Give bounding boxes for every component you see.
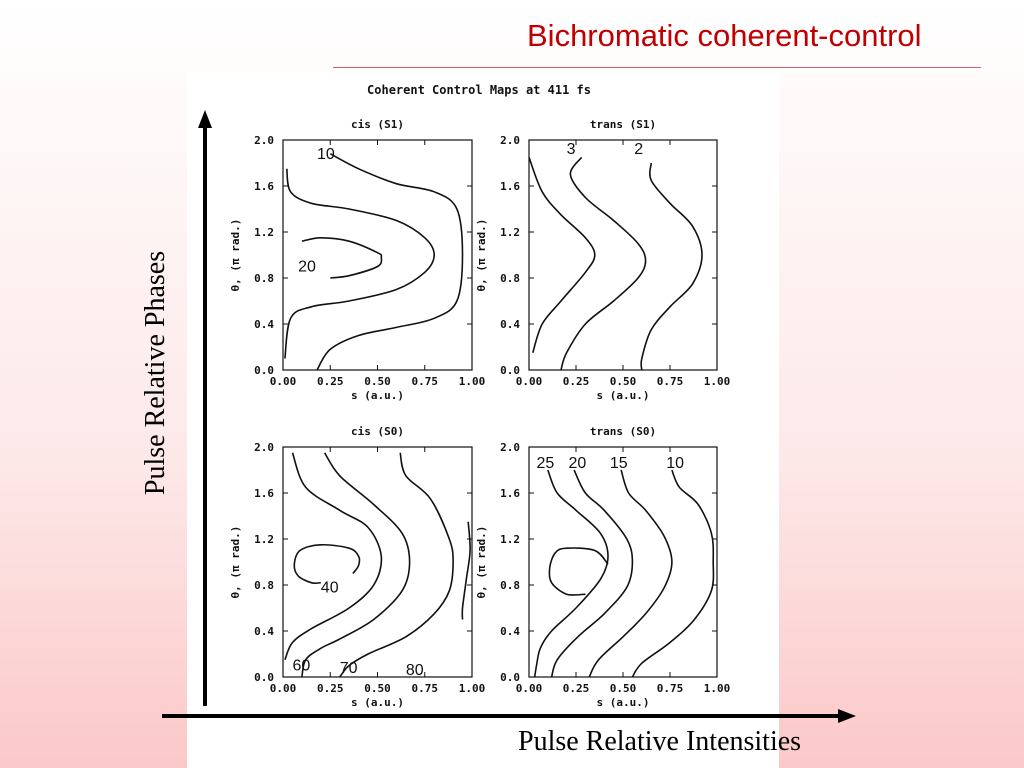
y-tick-label: 1.6 bbox=[254, 487, 274, 500]
x-tick-label: 0.75 bbox=[412, 375, 439, 388]
contour-line bbox=[588, 469, 673, 677]
contour-line bbox=[316, 153, 464, 370]
contour-line bbox=[560, 156, 647, 370]
y-axis-label: θ, (π rad.) bbox=[475, 219, 488, 292]
contour-line bbox=[548, 547, 609, 596]
contour-line bbox=[640, 162, 703, 370]
y-axis-caption: Pulse Relative Phases bbox=[140, 250, 171, 496]
contour-line bbox=[284, 168, 436, 359]
contour-level-label: 2 bbox=[634, 141, 643, 158]
y-tick-label: 0.8 bbox=[254, 579, 274, 592]
x-tick-label: 0.50 bbox=[610, 682, 637, 695]
contour-line bbox=[533, 469, 609, 677]
x-tick-label: 0.75 bbox=[657, 375, 684, 388]
slide-title: Bichromatic coherent-control bbox=[527, 18, 922, 53]
panel-title: cis (S0) bbox=[351, 425, 404, 438]
y-tick-label: 1.2 bbox=[254, 226, 274, 239]
x-tick-label: 0.75 bbox=[412, 682, 439, 695]
x-tick-label: 0.00 bbox=[516, 682, 543, 695]
x-tick-label: 1.00 bbox=[459, 682, 486, 695]
y-tick-label: 0.8 bbox=[500, 579, 520, 592]
x-tick-label: 0.25 bbox=[563, 375, 590, 388]
x-tick-label: 1.00 bbox=[704, 682, 731, 695]
title-divider bbox=[333, 67, 981, 68]
x-tick-label: 0.25 bbox=[563, 682, 590, 695]
x-tick-label: 0.00 bbox=[270, 682, 297, 695]
x-tick-label: 0.25 bbox=[317, 682, 344, 695]
y-tick-label: 0.4 bbox=[500, 318, 520, 331]
contour-level-label: 20 bbox=[298, 259, 316, 276]
x-tick-label: 1.00 bbox=[459, 375, 486, 388]
x-tick-label: 1.00 bbox=[704, 375, 731, 388]
x-axis-label: s (a.u.) bbox=[597, 696, 650, 709]
contour-line bbox=[301, 452, 411, 677]
y-axis-label: θ, (π rad.) bbox=[229, 526, 242, 599]
contour-figure: Coherent Control Maps at 411 fs cis (S1)… bbox=[229, 83, 730, 709]
x-axis-arrowhead-icon bbox=[838, 709, 856, 723]
contour-panel-2: trans (S1) 0.00 0.25 0.50 0.75 1.00 0.0 0.4 0.8 1… bbox=[475, 118, 730, 402]
y-tick-label: 0.0 bbox=[254, 671, 274, 684]
contour-level-label: 60 bbox=[292, 658, 310, 675]
y-tick-label: 2.0 bbox=[254, 441, 274, 454]
contour-level-label: 10 bbox=[666, 455, 684, 472]
x-axis-label: s (a.u.) bbox=[597, 389, 650, 402]
y-tick-label: 1.2 bbox=[254, 533, 274, 546]
y-tick-label: 1.6 bbox=[254, 180, 274, 193]
panel-title: trans (S0) bbox=[590, 425, 656, 438]
x-tick-label: 0.25 bbox=[317, 375, 344, 388]
y-tick-label: 0.0 bbox=[500, 671, 520, 684]
contour-line bbox=[293, 543, 361, 584]
contour-level-label: 10 bbox=[317, 146, 335, 163]
contour-level-label: 70 bbox=[340, 660, 358, 677]
y-axis-label: θ, (π rad.) bbox=[229, 219, 242, 292]
y-tick-label: 0.4 bbox=[254, 625, 274, 638]
y-tick-label: 0.0 bbox=[500, 364, 520, 377]
x-axis-caption: Pulse Relative Intensities bbox=[518, 726, 802, 757]
contour-level-label: 80 bbox=[406, 662, 424, 679]
x-tick-label: 0.75 bbox=[657, 682, 684, 695]
y-tick-label: 0.4 bbox=[254, 318, 274, 331]
panel-title: trans (S1) bbox=[590, 118, 656, 131]
contour-line bbox=[461, 521, 471, 620]
y-tick-label: 0.0 bbox=[254, 364, 274, 377]
contour-level-label: 15 bbox=[610, 455, 628, 472]
y-tick-label: 1.2 bbox=[500, 533, 520, 546]
y-tick-label: 1.6 bbox=[500, 487, 520, 500]
contour-level-label: 40 bbox=[321, 579, 339, 596]
x-tick-label: 0.50 bbox=[610, 375, 637, 388]
y-axis-label: θ, (π rad.) bbox=[475, 526, 488, 599]
x-tick-label: 0.00 bbox=[516, 375, 543, 388]
figure-panel: Coherent Control Maps at 411 fs cis (S1)… bbox=[187, 72, 779, 768]
contour-level-label: 3 bbox=[567, 141, 576, 158]
contour-panel-4: trans (S0) 0.00 0.25 0.50 0.75 1.00 0.0 0.4 0.8 1… bbox=[475, 425, 730, 709]
y-tick-label: 2.0 bbox=[500, 134, 520, 147]
y-tick-label: 0.4 bbox=[500, 625, 520, 638]
contour-panel-1: cis (S1) 0.00 0.25 0.50 0.75 1.00 0.0 0.4 0.8 1.2… bbox=[229, 118, 485, 402]
y-tick-label: 0.8 bbox=[500, 272, 520, 285]
panel-title: cis (S1) bbox=[351, 118, 404, 131]
contour-line bbox=[529, 157, 596, 354]
y-tick-label: 1.6 bbox=[500, 180, 520, 193]
x-tick-label: 0.50 bbox=[364, 375, 391, 388]
y-axis-arrowhead-icon bbox=[198, 110, 212, 128]
contour-line bbox=[550, 469, 634, 677]
y-tick-label: 2.0 bbox=[500, 441, 520, 454]
contour-level-label: 20 bbox=[568, 455, 586, 472]
y-tick-label: 2.0 bbox=[254, 134, 274, 147]
contour-line bbox=[339, 452, 454, 677]
x-tick-label: 0.50 bbox=[364, 682, 391, 695]
contour-line bbox=[284, 452, 383, 661]
x-axis-label: s (a.u.) bbox=[351, 696, 404, 709]
x-tick-label: 0.00 bbox=[270, 375, 297, 388]
contour-level-label: 25 bbox=[537, 455, 555, 472]
contour-line bbox=[301, 236, 383, 279]
contour-line bbox=[631, 469, 715, 677]
figure-title: Coherent Control Maps at 411 fs bbox=[367, 83, 591, 97]
x-axis-label: s (a.u.) bbox=[351, 389, 404, 402]
y-tick-label: 0.8 bbox=[254, 272, 274, 285]
y-tick-label: 1.2 bbox=[500, 226, 520, 239]
contour-panel-3: cis (S0) 0.00 0.25 0.50 0.75 1.00 0.0 0.4 0.8 1.2… bbox=[229, 425, 485, 709]
